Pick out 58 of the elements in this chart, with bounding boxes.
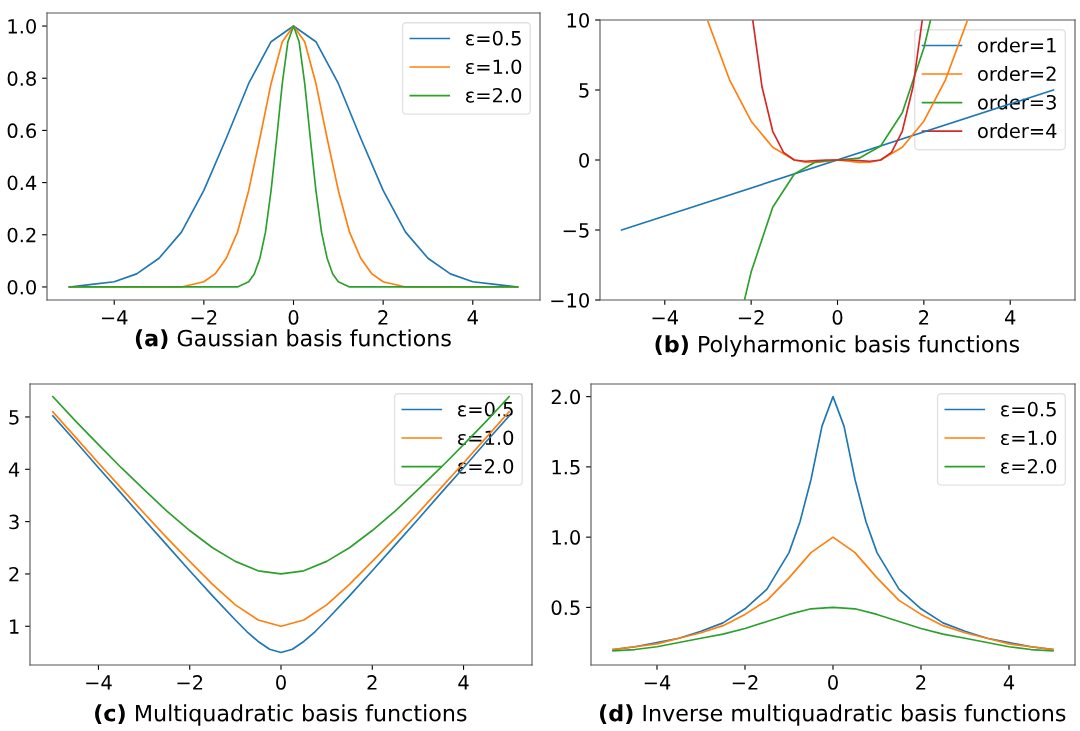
legend-label: order=1	[978, 37, 1056, 53]
line-series	[612, 536, 1054, 651]
y-tick-label: 0.6	[7, 123, 37, 139]
x-tick-label: 0	[276, 675, 286, 690]
y-tick-label: 4	[8, 462, 20, 477]
line-series	[707, 20, 968, 164]
x-tick-label: 4	[458, 675, 469, 690]
x-tick-label: 0	[288, 310, 299, 325]
y-tick-label: 5	[579, 83, 589, 98]
x-tick-label: 0	[832, 310, 843, 325]
y-tick-label: 10	[567, 12, 589, 28]
x-tick-label: 2	[919, 310, 929, 325]
text: (a) Gaussian basis functions	[135, 329, 451, 350]
y-tick-label: 0.8	[7, 71, 36, 86]
legend-label: ε=2.0	[1001, 458, 1057, 474]
x-tick-label: −4	[644, 675, 671, 690]
x-tick-label: −2	[732, 675, 758, 690]
x-tick-label: −4	[86, 675, 112, 690]
legend-label: order=4	[978, 123, 1057, 139]
x-tick-label: 4	[467, 310, 478, 325]
legend-label: ε=0.5	[466, 30, 521, 46]
legend-label: ε=1.0	[466, 59, 522, 75]
x-tick-label: 0	[828, 675, 838, 690]
x-tick-label: −4	[101, 310, 128, 325]
y-tick-label: −5	[563, 223, 589, 238]
legend-label: ε=0.5	[1001, 401, 1056, 417]
y-tick-label: 1	[10, 619, 19, 634]
y-tick-label: 0.5	[551, 600, 580, 616]
y-tick-label: 0.4	[7, 175, 37, 191]
line-series	[612, 606, 1054, 652]
x-tick-label: 2	[378, 310, 388, 325]
y-tick-label: 1.0	[8, 19, 36, 34]
x-tick-label: 2	[367, 675, 377, 690]
x-tick-label: −2	[738, 310, 764, 325]
text: (b) Polyharmonic basis functions	[655, 335, 1020, 357]
legend-label: ε=1.0	[1001, 430, 1057, 446]
y-tick-label: 1.5	[552, 460, 580, 475]
x-tick-label: −2	[177, 675, 203, 690]
x-tick-label: −2	[191, 310, 217, 325]
text: (c) Multiquadratic basis functions	[95, 704, 467, 726]
x-tick-label: 4	[1004, 310, 1016, 325]
x-tick-label: 2	[916, 675, 926, 690]
line-series	[743, 20, 932, 300]
x-tick-label: −4	[652, 310, 679, 325]
y-tick-label: 0	[579, 152, 589, 168]
y-tick-label: 2	[9, 566, 19, 582]
y-tick-label: 3	[9, 514, 19, 530]
line-series	[752, 20, 923, 163]
y-tick-label: 2.0	[551, 389, 580, 405]
legend-label: order=2	[978, 66, 1056, 82]
x-tick-label: 4	[1003, 675, 1015, 690]
y-tick-label: 5	[9, 410, 19, 425]
y-tick-label: −10	[551, 292, 589, 308]
y-tick-label: 0.0	[7, 279, 36, 295]
legend-label: ε=2.0	[466, 87, 522, 103]
y-tick-label: 0.2	[7, 227, 36, 243]
y-tick-label: 1.0	[552, 530, 580, 545]
text: (d) Inverse multiquadratic basis functions	[600, 704, 1066, 726]
